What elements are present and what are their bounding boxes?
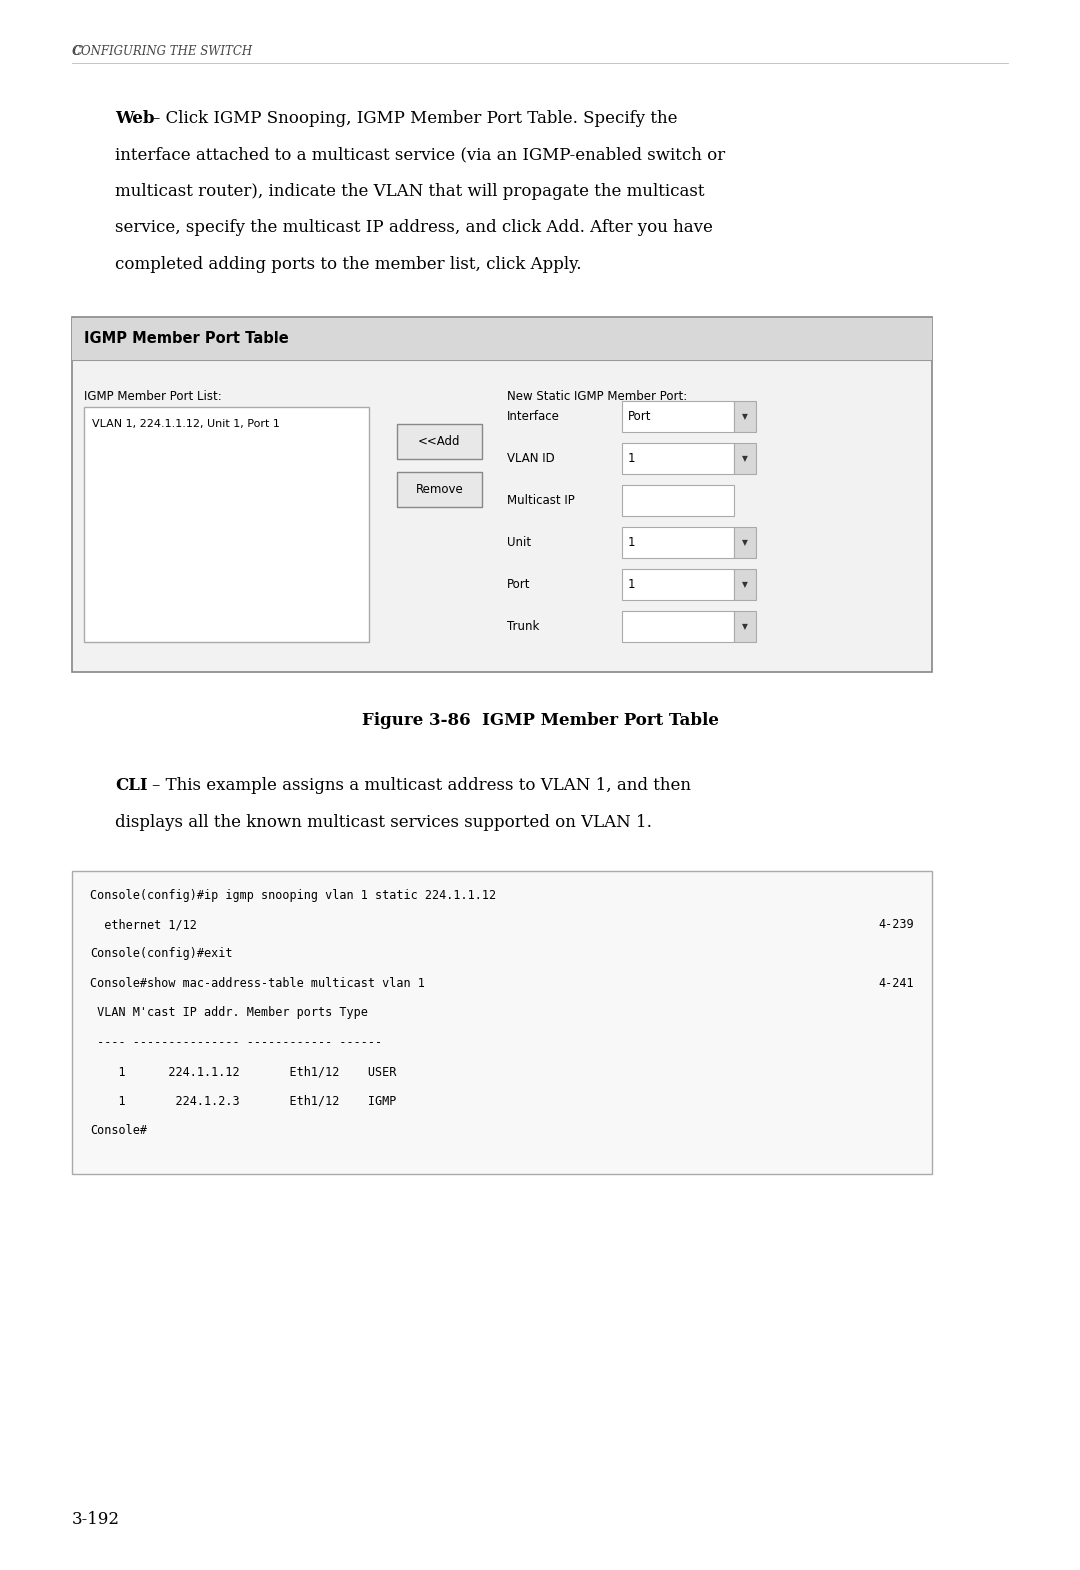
Bar — [72, 870, 932, 1174]
Text: Port: Port — [507, 578, 530, 590]
Bar — [622, 443, 734, 474]
Text: Multicast IP: Multicast IP — [507, 495, 575, 507]
Bar — [734, 528, 756, 557]
Text: 4-241: 4-241 — [878, 977, 914, 991]
Text: C: C — [72, 46, 82, 58]
Text: ethernet 1/12: ethernet 1/12 — [90, 918, 197, 931]
Text: New Static IGMP Member Port:: New Static IGMP Member Port: — [507, 389, 687, 402]
Bar — [734, 611, 756, 642]
Text: – This example assigns a multicast address to VLAN 1, and then: – This example assigns a multicast addre… — [152, 777, 691, 794]
Bar — [72, 317, 932, 672]
Text: <<Add: <<Add — [418, 435, 461, 449]
Text: 1: 1 — [627, 578, 635, 590]
Text: IGMP Member Port Table: IGMP Member Port Table — [84, 331, 288, 345]
Text: 4-239: 4-239 — [878, 918, 914, 931]
Text: ▼: ▼ — [742, 622, 748, 631]
Text: ▼: ▼ — [742, 411, 748, 421]
Text: Port: Port — [627, 410, 651, 422]
Text: ▼: ▼ — [742, 454, 748, 463]
Text: interface attached to a multicast service (via an IGMP-enabled switch or: interface attached to a multicast servic… — [114, 146, 726, 163]
Text: IGMP Member Port List:: IGMP Member Port List: — [84, 389, 221, 402]
Text: displays all the known multicast services supported on VLAN 1.: displays all the known multicast service… — [114, 813, 652, 831]
Bar — [397, 473, 482, 507]
Text: service, specify the multicast IP address, and click Add. After you have: service, specify the multicast IP addres… — [114, 220, 713, 237]
Text: Console(config)#ip igmp snooping vlan 1 static 224.1.1.12: Console(config)#ip igmp snooping vlan 1 … — [90, 889, 496, 901]
Text: ---- --------------- ------------ ------: ---- --------------- ------------ ------ — [90, 1036, 382, 1049]
Text: Figure 3-86  IGMP Member Port Table: Figure 3-86 IGMP Member Port Table — [362, 713, 718, 730]
Text: Remove: Remove — [416, 484, 463, 496]
Bar — [72, 317, 932, 360]
Text: Console(config)#exit: Console(config)#exit — [90, 948, 232, 961]
Text: Trunk: Trunk — [507, 620, 539, 633]
Text: Unit: Unit — [507, 535, 531, 549]
Text: Web: Web — [114, 110, 154, 127]
Text: 3-192: 3-192 — [72, 1510, 120, 1528]
Text: VLAN ID: VLAN ID — [507, 452, 555, 465]
Text: 1       224.1.2.3       Eth1/12    IGMP: 1 224.1.2.3 Eth1/12 IGMP — [90, 1094, 396, 1108]
Bar — [622, 611, 734, 642]
Text: Interface: Interface — [507, 410, 559, 422]
Text: completed adding ports to the member list, click Apply.: completed adding ports to the member lis… — [114, 256, 581, 273]
Bar — [622, 485, 734, 515]
Bar — [84, 408, 369, 642]
Text: – Click IGMP Snooping, IGMP Member Port Table. Specify the: – Click IGMP Snooping, IGMP Member Port … — [152, 110, 677, 127]
Bar — [734, 443, 756, 474]
Bar — [734, 402, 756, 432]
Bar — [622, 528, 734, 557]
Text: 1: 1 — [627, 452, 635, 465]
Text: Console#: Console# — [90, 1124, 147, 1138]
Text: CLI: CLI — [114, 777, 148, 794]
Text: CONFIGURING THE SWITCH: CONFIGURING THE SWITCH — [72, 46, 252, 58]
Text: 1: 1 — [627, 535, 635, 549]
Bar — [622, 570, 734, 600]
Text: VLAN 1, 224.1.1.12, Unit 1, Port 1: VLAN 1, 224.1.1.12, Unit 1, Port 1 — [92, 419, 280, 430]
Bar — [397, 424, 482, 460]
Text: VLAN M'cast IP addr. Member ports Type: VLAN M'cast IP addr. Member ports Type — [90, 1006, 368, 1019]
Bar — [734, 570, 756, 600]
Bar — [622, 402, 734, 432]
Text: Console#show mac-address-table multicast vlan 1: Console#show mac-address-table multicast… — [90, 977, 424, 991]
Text: ▼: ▼ — [742, 579, 748, 589]
Text: 1      224.1.1.12       Eth1/12    USER: 1 224.1.1.12 Eth1/12 USER — [90, 1066, 396, 1079]
Text: ▼: ▼ — [742, 539, 748, 546]
Text: multicast router), indicate the VLAN that will propagate the multicast: multicast router), indicate the VLAN tha… — [114, 184, 704, 199]
